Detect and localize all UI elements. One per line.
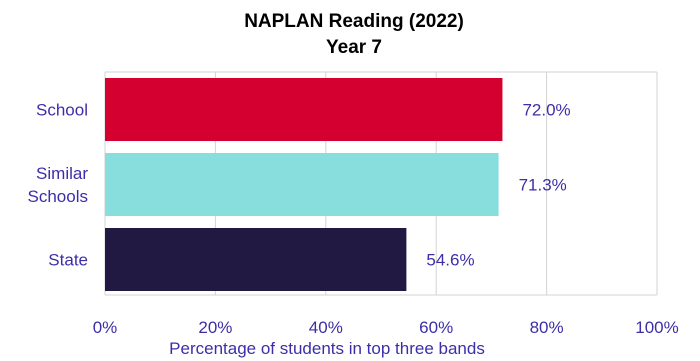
bar-0 xyxy=(105,78,503,141)
x-tick-label-20: 20% xyxy=(198,318,232,337)
value-label-1: 71.3% xyxy=(519,176,567,195)
category-label-1: Similar Schools xyxy=(28,164,89,206)
value-label-0: 72.0% xyxy=(522,101,570,120)
x-tick-label-0: 0% xyxy=(93,318,118,337)
category-label-0: School xyxy=(36,101,88,120)
category-label-2: State xyxy=(48,251,88,270)
bar-1 xyxy=(105,153,499,216)
x-tick-label-60: 60% xyxy=(419,318,453,337)
value-label-2: 54.6% xyxy=(426,251,474,270)
x-axis-title: Percentage of students in top three band… xyxy=(169,339,485,358)
labels: 0% 20% 40% 60% 80% 100% School 72.0% Similar Scho… xyxy=(28,101,679,338)
chart-title: NAPLAN Reading (2022) xyxy=(244,11,464,32)
x-tick-label-80: 80% xyxy=(530,318,564,337)
chart-subtitle: Year 7 xyxy=(326,37,382,58)
bar-2 xyxy=(105,228,407,291)
bars xyxy=(105,78,503,291)
x-tick-label-100: 100% xyxy=(635,318,678,337)
x-tick-label-40: 40% xyxy=(309,318,343,337)
